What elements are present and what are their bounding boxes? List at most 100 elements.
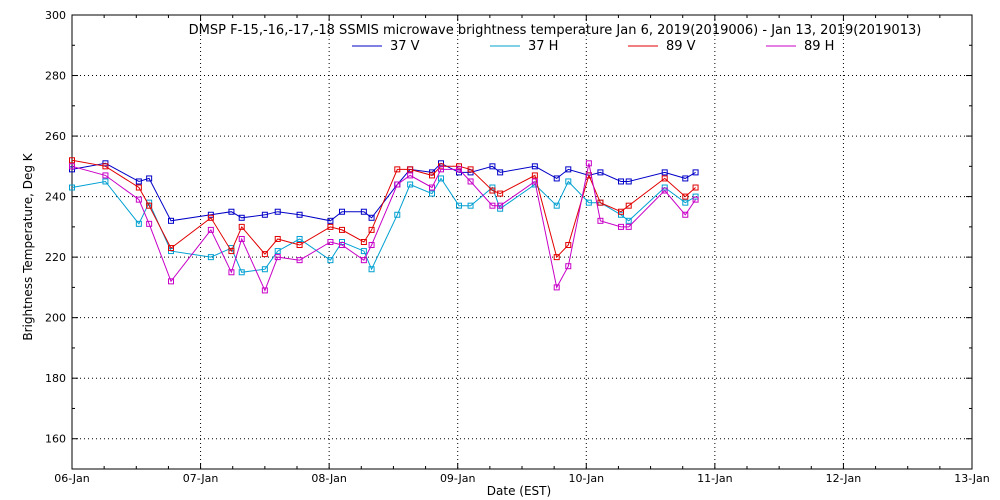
data-point-37-v	[168, 217, 174, 224]
data-point-37-v	[261, 211, 268, 218]
data-point-37-h	[682, 199, 689, 206]
data-point-37-h	[296, 235, 303, 242]
data-point-89-v	[102, 163, 109, 170]
data-point-89-h	[682, 211, 689, 218]
data-point-89-h	[692, 196, 699, 203]
y-axis-label: Brightness Temperature, Deg K	[21, 152, 35, 340]
data-point-37-v	[274, 208, 281, 215]
data-point-37-h	[102, 178, 109, 185]
data-point-37-h	[368, 266, 375, 273]
data-point-89-h	[661, 187, 668, 194]
data-point-37-h	[261, 266, 268, 273]
data-point-37-v	[682, 175, 689, 182]
legend-label-37-h: 37 H	[528, 39, 558, 54]
data-point-37-v	[497, 169, 504, 176]
data-point-37-v	[146, 175, 153, 182]
data-point-89-v	[497, 190, 504, 197]
data-point-89-v	[394, 166, 401, 173]
y-tick-label: 260	[45, 130, 66, 143]
data-point-89-v	[274, 235, 281, 242]
y-tick-label: 280	[45, 70, 66, 83]
data-point-37-v	[296, 211, 303, 218]
data-point-89-h	[489, 202, 496, 209]
data-point-89-v	[339, 226, 345, 233]
y-tick-label: 300	[45, 9, 66, 22]
data-point-89-v	[625, 202, 632, 209]
legend-label-89-h: 89 H	[804, 39, 834, 54]
data-point-89-h	[407, 172, 414, 179]
data-point-37-h	[238, 269, 245, 276]
data-point-89-h	[238, 235, 245, 242]
x-tick-label: 08-Jan	[311, 472, 347, 485]
legend-label-89-v: 89 V	[666, 39, 696, 54]
data-point-37-v	[618, 178, 624, 185]
x-tick-label: 07-Jan	[183, 472, 219, 485]
data-point-89-h	[135, 196, 142, 203]
y-tick-label: 160	[45, 433, 66, 446]
data-point-89-h	[146, 220, 153, 227]
data-point-89-h	[102, 172, 109, 179]
y-tick-label: 220	[45, 251, 66, 264]
data-point-89-v	[438, 163, 444, 170]
data-point-89-v	[407, 166, 414, 173]
data-point-37-v	[360, 208, 367, 215]
data-point-37-v	[597, 169, 604, 176]
data-point-37-v	[327, 217, 334, 224]
data-point-37-v	[565, 166, 572, 173]
data-point-89-v	[146, 202, 153, 209]
data-point-37-h	[327, 257, 334, 264]
data-point-89-v	[296, 242, 303, 249]
data-point-89-v	[565, 242, 572, 249]
data-point-89-h	[327, 239, 334, 245]
data-point-89-v	[553, 254, 560, 261]
data-point-89-v	[327, 223, 334, 230]
x-tick-label: 11-Jan	[697, 472, 733, 485]
data-point-89-h	[497, 202, 504, 209]
data-point-37-v	[135, 178, 142, 185]
data-point-89-h	[429, 184, 435, 191]
data-point-37-v	[228, 208, 235, 215]
data-point-89-v	[238, 223, 245, 230]
data-point-89-v	[207, 214, 214, 221]
y-tick-label: 200	[45, 312, 66, 325]
data-point-37-v	[368, 214, 375, 221]
data-point-89-v	[682, 193, 689, 200]
data-point-89-v	[692, 184, 699, 191]
data-point-89-h	[261, 287, 268, 294]
data-point-37-h	[429, 190, 435, 197]
data-point-89-h	[168, 278, 174, 285]
data-point-37-v	[69, 166, 75, 173]
y-tick-label: 180	[45, 372, 66, 385]
data-point-89-h	[394, 181, 401, 188]
x-tick-label: 10-Jan	[569, 472, 605, 485]
data-point-89-h	[553, 284, 560, 291]
data-point-37-h	[394, 211, 401, 218]
data-point-89-v	[531, 172, 538, 179]
data-point-37-v	[625, 178, 632, 185]
y-tick-label: 240	[45, 191, 66, 204]
data-point-89-h	[207, 226, 214, 233]
data-point-89-v	[368, 226, 375, 233]
data-point-37-h	[360, 248, 367, 255]
data-point-89-v	[661, 175, 668, 182]
data-point-37-v	[692, 169, 699, 176]
data-point-37-h	[407, 181, 414, 188]
x-tick-label: 09-Jan	[440, 472, 476, 485]
data-point-37-h	[207, 254, 214, 261]
data-point-37-h	[692, 193, 699, 200]
data-point-37-h	[497, 205, 504, 212]
data-point-89-h	[531, 178, 538, 185]
data-point-37-h	[467, 202, 474, 209]
data-point-89-h	[296, 257, 303, 264]
data-point-89-v	[456, 163, 462, 170]
data-point-37-h	[618, 211, 624, 218]
data-point-89-v	[618, 208, 624, 215]
data-point-89-h	[565, 263, 572, 270]
data-point-89-h	[467, 178, 474, 185]
data-point-89-h	[368, 242, 375, 249]
data-point-37-v	[531, 163, 538, 170]
series-group	[69, 157, 699, 294]
x-tick-label: 06-Jan	[54, 472, 90, 485]
